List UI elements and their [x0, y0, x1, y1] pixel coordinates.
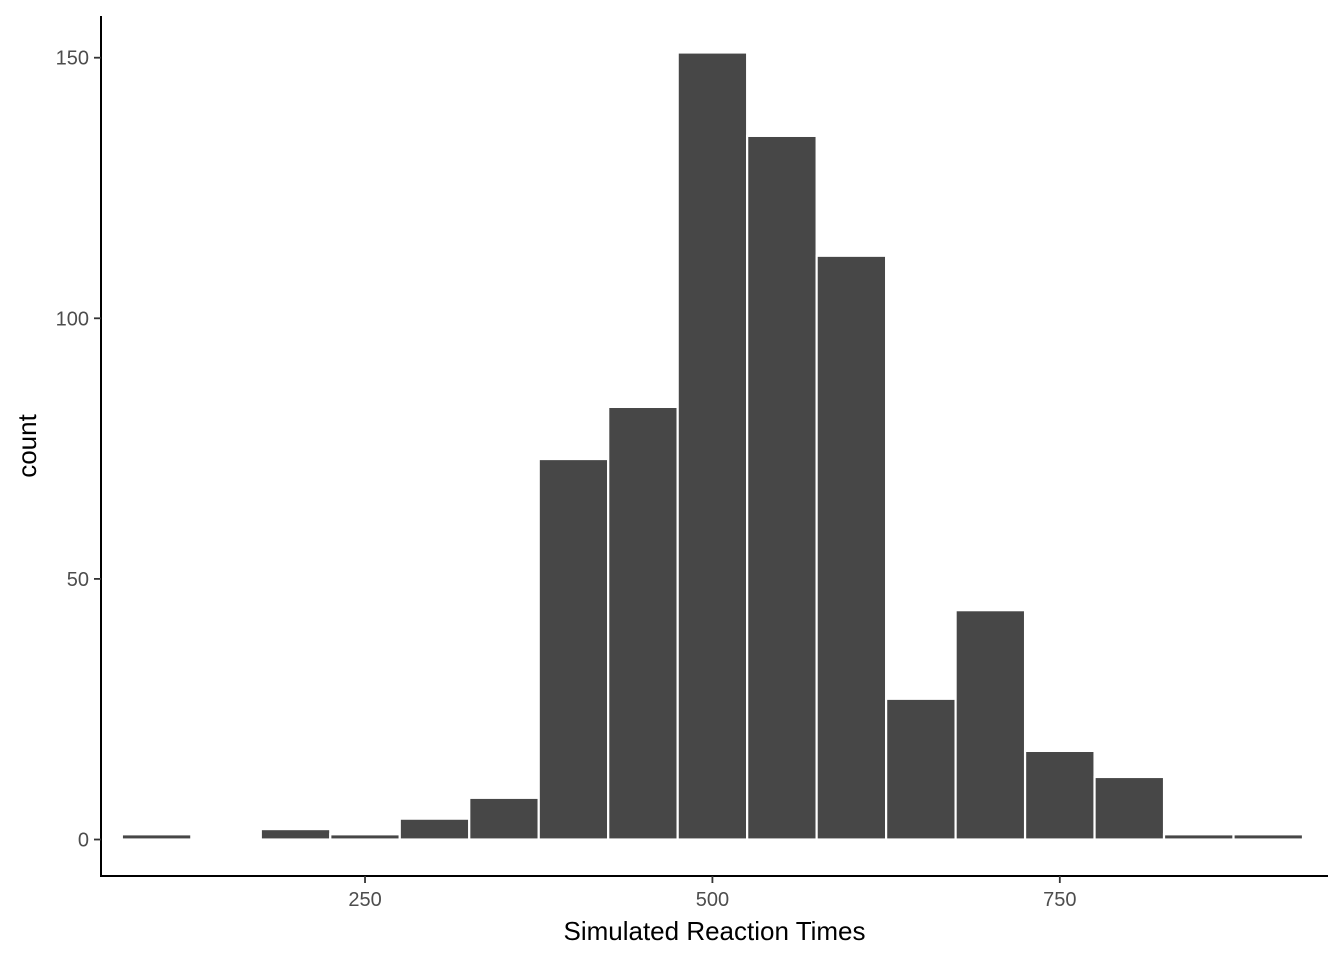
histogram-bar [1023, 749, 1096, 841]
histogram-bar [1232, 833, 1305, 841]
histogram-bar [746, 134, 818, 841]
histogram-bar [1162, 833, 1235, 841]
histogram-bar [329, 833, 401, 841]
histogram-bar [676, 51, 749, 841]
histogram-bar [954, 609, 1027, 841]
y-ticks-group: 0 50 100 150 [56, 48, 101, 852]
histogram-bar [815, 254, 888, 841]
histogram-bar [537, 457, 610, 841]
y-tick-label: 100 [56, 308, 89, 330]
y-axis-title: count [12, 413, 42, 477]
y-tick-label: 50 [67, 569, 89, 591]
bars-group [120, 51, 1305, 841]
histogram-bar [1093, 775, 1166, 841]
x-axis-title: Simulated Reaction Times [563, 916, 865, 946]
y-tick-label: 150 [56, 48, 89, 70]
y-tick-label: 0 [78, 830, 89, 852]
histogram-bar [398, 817, 471, 841]
x-tick-label: 250 [348, 889, 381, 911]
x-tick-label: 750 [1043, 889, 1076, 911]
histogram-bar [468, 796, 540, 841]
x-tick-label: 500 [696, 889, 729, 911]
histogram-bar [885, 697, 957, 841]
x-ticks-group: 250 500 750 [348, 876, 1076, 911]
axes-group: 0 50 100 150 250 500 750 [56, 16, 1328, 911]
histogram-bar [607, 405, 679, 841]
histogram-bar [120, 833, 193, 841]
histogram-bar [259, 827, 332, 841]
